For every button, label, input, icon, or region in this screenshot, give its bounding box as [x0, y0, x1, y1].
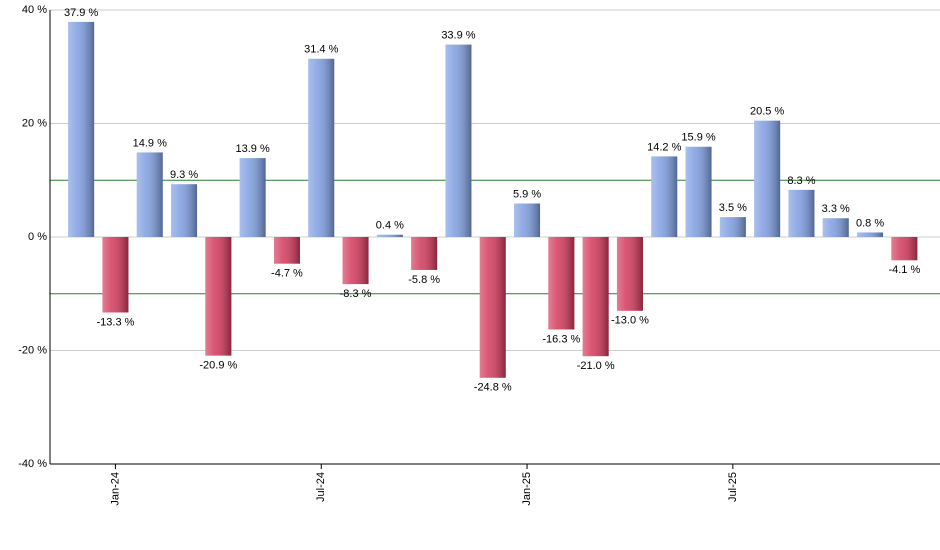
value-label: -4.7 % [271, 268, 303, 280]
bar-shade [891, 237, 918, 261]
bar-shade [273, 237, 300, 264]
bar-shade [651, 156, 678, 237]
bar-shade [411, 237, 438, 270]
bar-shade [616, 237, 643, 311]
value-label: -21.0 % [577, 360, 615, 372]
y-tick-label: 20 % [22, 117, 47, 129]
value-label: -5.8 % [408, 274, 440, 286]
bar-shade [822, 218, 849, 237]
bar-shade [514, 203, 541, 237]
value-label: 13.9 % [236, 143, 270, 155]
bar-shade [68, 21, 95, 238]
bar-shade [445, 44, 472, 238]
bar-shade [205, 237, 232, 356]
value-label: -13.3 % [96, 316, 134, 328]
value-label: -13.0 % [611, 315, 649, 327]
value-label: -16.3 % [542, 333, 580, 345]
bar-shade [239, 158, 266, 237]
y-tick-label: 40 % [22, 4, 47, 16]
y-tick-label: -40 % [18, 458, 47, 470]
value-label: 3.5 % [719, 202, 747, 214]
value-label: 3.3 % [822, 203, 850, 215]
value-label: -24.8 % [474, 382, 512, 394]
bar-shade [548, 237, 575, 330]
x-tick-label: Jul-25 [727, 472, 739, 502]
bar-shade [136, 152, 163, 237]
value-label: -8.3 % [340, 288, 372, 300]
bar-shade [376, 234, 403, 237]
value-label: 0.8 % [856, 217, 884, 229]
value-label: -20.9 % [199, 360, 237, 372]
x-tick-label: Jul-24 [315, 472, 327, 502]
bar-shade [308, 58, 335, 238]
value-label: 14.9 % [133, 137, 167, 149]
bar-shade [719, 217, 746, 237]
bar-shade [342, 237, 369, 285]
value-label: 15.9 % [681, 132, 715, 144]
bar-shade [102, 237, 129, 313]
value-label: 20.5 % [750, 106, 784, 118]
value-label: 9.3 % [170, 169, 198, 181]
value-label: 0.4 % [376, 220, 404, 232]
value-label: 8.3 % [787, 175, 815, 187]
value-label: 14.2 % [647, 141, 681, 153]
value-label: 5.9 % [513, 188, 541, 200]
value-label: 31.4 % [304, 44, 338, 56]
x-tick-label: Jan-25 [521, 472, 533, 506]
y-tick-label: -20 % [18, 344, 47, 356]
y-tick-label: 0 % [28, 231, 47, 243]
bar-shade [685, 146, 712, 237]
value-label: 33.9 % [441, 30, 475, 42]
value-label: 37.9 % [64, 7, 98, 19]
x-tick-label: Jan-24 [109, 472, 121, 506]
bar-shade [582, 237, 609, 357]
bar-shade [754, 120, 781, 237]
bar-shade [788, 189, 815, 237]
value-label: -4.1 % [888, 264, 920, 276]
bar-shade [857, 232, 884, 237]
bar-shade [479, 237, 506, 378]
bar-shade [171, 184, 198, 237]
